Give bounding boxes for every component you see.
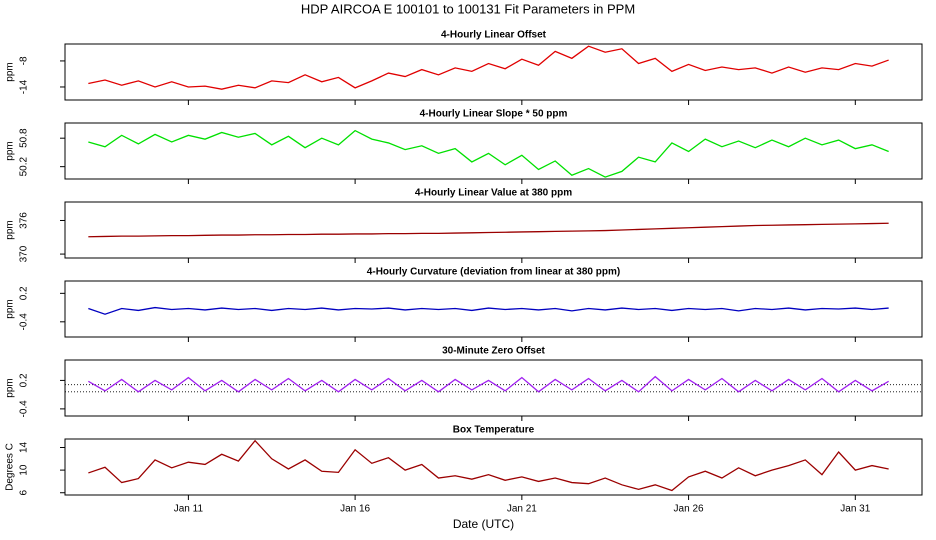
- data-line: [88, 306, 889, 315]
- panel-frame: [64, 201, 923, 259]
- y-axis-label: ppm: [5, 62, 16, 81]
- page-title: HDP AIRCOA E 100101 to 100131 Fit Parame…: [301, 1, 635, 16]
- y-tick-label: 10: [19, 464, 30, 476]
- data-line: [88, 222, 889, 238]
- y-tick-label: 50.2: [19, 156, 30, 176]
- panel-frame: [64, 280, 923, 338]
- y-tick-label: 14: [19, 441, 30, 453]
- y-tick-label: 0.2: [19, 286, 30, 300]
- panel-title: 4-Hourly Curvature (deviation from linea…: [367, 267, 620, 278]
- panel-title: 4-Hourly Linear Value at 380 ppm: [415, 188, 572, 199]
- y-axis-label: Degrees C: [5, 443, 16, 491]
- y-axis-label: ppm: [5, 378, 16, 397]
- panel-frame: [64, 438, 923, 496]
- panel-title: 4-Hourly Linear Slope * 50 ppm: [420, 109, 568, 120]
- data-line: [88, 375, 889, 393]
- panel-frame: [64, 359, 923, 417]
- x-tick-label: Jan 31: [840, 504, 870, 515]
- y-tick-label: -8: [19, 56, 30, 65]
- y-tick-label: -0.4: [19, 400, 30, 418]
- panel-frame: [64, 122, 923, 180]
- y-tick-label: 50.8: [19, 128, 30, 148]
- y-tick-label: -0.4: [19, 313, 30, 331]
- y-tick-label: 6: [19, 490, 30, 496]
- x-tick-label: Jan 26: [674, 504, 704, 515]
- x-tick-label: Jan 11: [174, 504, 204, 515]
- panel-title: Box Temperature: [453, 425, 535, 436]
- y-tick-label: -14: [19, 79, 30, 94]
- y-axis-label: ppm: [5, 220, 16, 239]
- y-tick-label: 0.2: [19, 373, 30, 387]
- y-axis-label: ppm: [5, 141, 16, 160]
- data-line: [88, 45, 889, 90]
- x-tick-label: Jan 21: [507, 504, 537, 515]
- y-axis-label: ppm: [5, 299, 16, 318]
- data-line: [88, 129, 889, 178]
- x-tick-label: Jan 16: [340, 504, 370, 515]
- panel-title: 30-Minute Zero Offset: [442, 346, 545, 357]
- y-tick-label: 370: [19, 245, 30, 262]
- panel-frame: [64, 43, 923, 101]
- panel-title: 4-Hourly Linear Offset: [441, 30, 547, 41]
- data-line: [88, 439, 889, 492]
- x-axis-label: Date (UTC): [453, 517, 514, 531]
- y-tick-label: 376: [19, 212, 30, 229]
